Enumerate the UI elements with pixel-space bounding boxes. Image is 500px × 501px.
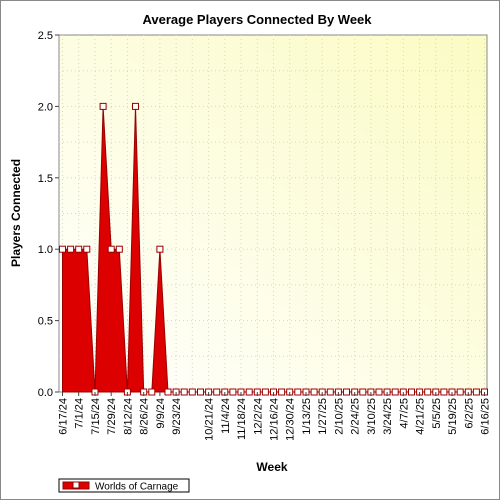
x-tick-label: 2/24/25 [350, 398, 362, 435]
data-point [278, 388, 286, 396]
x-tick-label: 5/19/25 [447, 398, 459, 435]
data-point [294, 388, 302, 396]
x-tick-label: 11/4/24 [220, 398, 232, 434]
x-tick-label: 5/5/25 [431, 398, 443, 429]
data-point [424, 388, 432, 396]
x-tick-label: 4/7/25 [398, 398, 410, 429]
legend-label: Worlds of Carnage [95, 482, 179, 493]
data-point [245, 388, 253, 396]
x-tick-label: 2/10/25 [333, 398, 345, 435]
data-point [67, 245, 75, 253]
x-tick-label: 12/16/24 [269, 398, 281, 441]
data-point [188, 388, 196, 396]
data-point [343, 388, 350, 396]
x-tick-label: 10/21/24 [204, 398, 216, 441]
data-point [132, 102, 139, 110]
data-point [310, 388, 318, 396]
axes: 0.0 0.5 1.0 1.5 2.0 2.5 6/17/24 7/1/24 7/15/24 7/… [38, 30, 492, 441]
y-tick-label: 0.5 [38, 316, 53, 328]
y-tick-label: 1.0 [38, 244, 53, 256]
data-point [408, 388, 415, 396]
data-point [180, 388, 188, 396]
data-point [229, 388, 237, 396]
x-tick-label: 9/23/24 [171, 398, 183, 435]
chart-title: Average Players Connected By Week [142, 12, 372, 27]
data-point [326, 388, 334, 396]
data-point [375, 388, 383, 396]
x-tick-label: 6/2/25 [463, 398, 475, 429]
y-tick-label: 0.0 [38, 387, 53, 399]
x-tick-label: 6/17/24 [58, 398, 70, 435]
data-point [107, 245, 115, 253]
data-point [99, 102, 107, 110]
x-axis-label: Week [256, 460, 287, 474]
x-tick-label: 7/15/24 [90, 398, 102, 435]
data-point [261, 388, 269, 396]
y-tick-label: 1.5 [38, 173, 53, 185]
x-tick-label: 8/12/24 [122, 398, 134, 435]
x-tick-label: 3/24/25 [382, 398, 394, 435]
data-point [156, 245, 164, 253]
y-tick-label: 2.5 [38, 30, 53, 42]
y-axis-label: Players Connected [9, 159, 23, 267]
data-point [456, 388, 464, 396]
x-tick-label: 6/16/25 [480, 398, 492, 435]
data-point [75, 245, 83, 253]
x-tick-label: 7/1/24 [74, 398, 86, 429]
data-point [213, 388, 221, 396]
grid [59, 35, 487, 392]
x-tick-label: 4/21/25 [415, 398, 427, 435]
data-point [197, 388, 204, 396]
x-tick-label: 3/10/25 [366, 398, 378, 435]
x-tick-label: 7/29/24 [106, 398, 118, 435]
data-point [83, 245, 91, 253]
data-point [359, 388, 367, 396]
legend-marker [72, 481, 80, 489]
data-point [472, 388, 480, 396]
legend: Worlds of Carnage [58, 478, 190, 493]
x-tick-label: 12/2/24 [252, 398, 264, 435]
data-point [115, 245, 123, 253]
data-point [440, 388, 448, 396]
data-point [148, 388, 156, 396]
y-tick-label: 2.0 [38, 101, 53, 113]
data-point [164, 388, 172, 396]
x-tick-label: 12/30/24 [285, 398, 297, 441]
x-tick-label: 8/26/24 [139, 398, 151, 435]
x-tick-label: 1/27/25 [317, 398, 329, 435]
x-tick-label: 9/9/24 [155, 398, 167, 429]
x-tick-label: 11/18/24 [236, 398, 248, 440]
data-point [59, 245, 66, 253]
data-point [391, 388, 399, 396]
x-tick-label: 1/13/25 [301, 398, 313, 435]
legend-box [58, 478, 190, 493]
